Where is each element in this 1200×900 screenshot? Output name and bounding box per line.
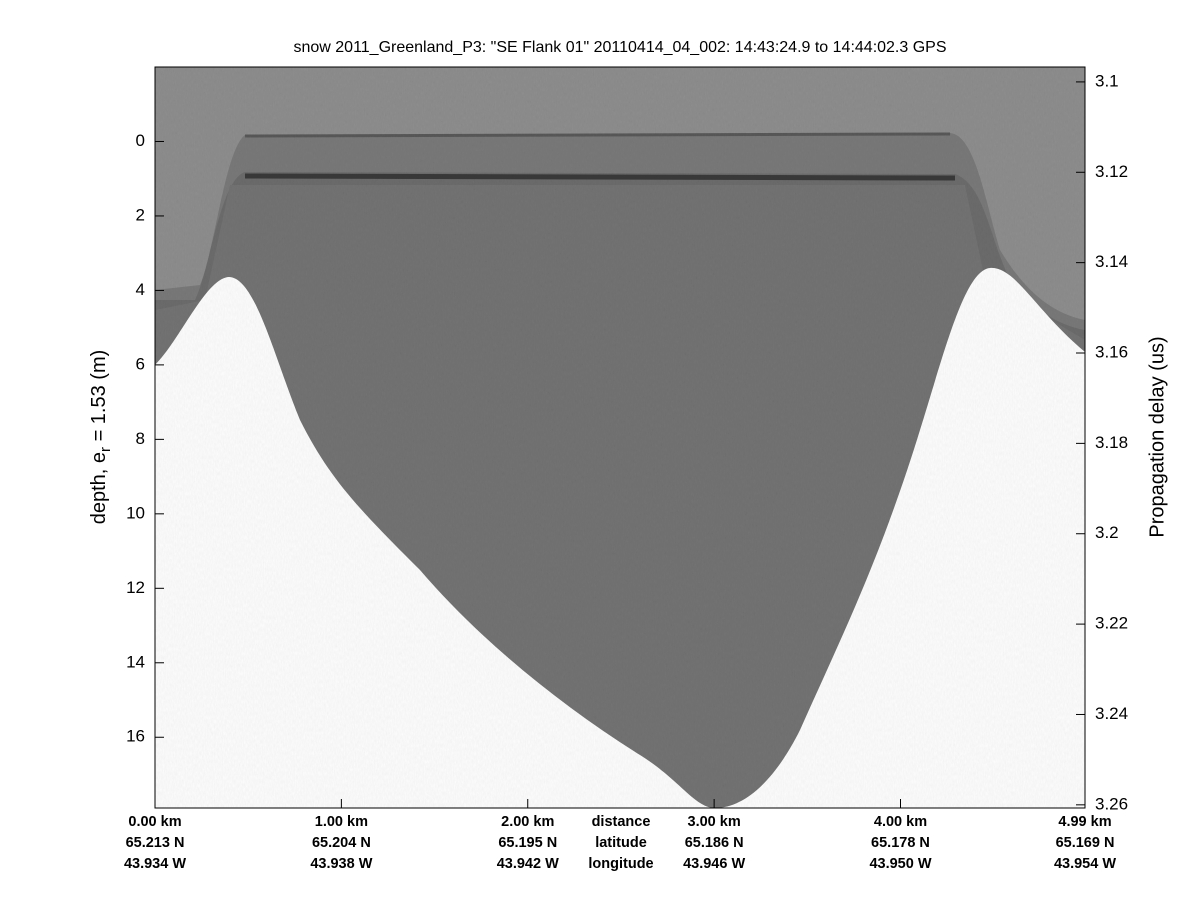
y-label-subscript: r [97, 447, 114, 452]
x-tick-label: 0.00 km [128, 814, 181, 830]
y-tick-label: 0 [136, 131, 145, 150]
y-tick-label: 12 [126, 578, 145, 597]
y2-tick-label: 3.12 [1095, 162, 1128, 181]
y-tick-label: 6 [136, 354, 145, 373]
x-tick-label: 2.00 km [501, 814, 554, 830]
latitude-label: 65.204 N [312, 835, 371, 851]
latitude-label: 65.213 N [126, 835, 185, 851]
latitude-label: 65.195 N [498, 835, 557, 851]
plot-frame [154, 66, 1086, 809]
y-label-rest: = 1.53 (m) [88, 350, 110, 447]
longitude-label: 43.942 W [497, 856, 559, 872]
y2-tick-label: 3.1 [1095, 71, 1119, 90]
longitude-label: 43.954 W [1054, 856, 1116, 872]
y2-tick-label: 3.14 [1095, 252, 1128, 271]
y-tick-label: 2 [136, 205, 145, 224]
x-row-title: latitude [595, 835, 647, 851]
longitude-label: 43.938 W [310, 856, 372, 872]
echogram [155, 67, 1085, 808]
x-row-title: distance [592, 814, 651, 830]
y-tick-label: 14 [126, 652, 145, 671]
latitude-label: 65.178 N [871, 835, 930, 851]
chart-title: snow 2011_Greenland_P3: "SE Flank 01" 20… [293, 39, 946, 56]
y-tick-label: 8 [136, 429, 145, 448]
latitude-label: 65.186 N [685, 835, 744, 851]
latitude-label: 65.169 N [1056, 835, 1115, 851]
y2-tick-label: 3.22 [1095, 614, 1128, 633]
x-tick-label: 4.00 km [874, 814, 927, 830]
y2-tick-label: 3.16 [1095, 342, 1128, 361]
longitude-label: 43.950 W [869, 856, 931, 872]
y-label-text: depth, e [88, 452, 110, 524]
y2-tick-label: 3.24 [1095, 704, 1128, 723]
y-tick-label: 10 [126, 503, 145, 522]
y-axis-label: depth, er = 1.53 (m) [88, 350, 114, 525]
y-tick-label: 16 [126, 727, 145, 746]
y-tick-label: 4 [136, 280, 145, 299]
y2-tick-label: 3.26 [1095, 794, 1128, 813]
longitude-label: 43.946 W [683, 856, 745, 872]
x-tick-label: 3.00 km [688, 814, 741, 830]
y2-axis-label: Propagation delay (us) [1146, 336, 1168, 537]
x-row-title: longitude [588, 856, 653, 872]
x-tick-label: 4.99 km [1058, 814, 1111, 830]
y2-tick-label: 3.18 [1095, 433, 1128, 452]
x-tick-label: 1.00 km [315, 814, 368, 830]
longitude-label: 43.934 W [124, 856, 186, 872]
y2-tick-label: 3.2 [1095, 523, 1119, 542]
